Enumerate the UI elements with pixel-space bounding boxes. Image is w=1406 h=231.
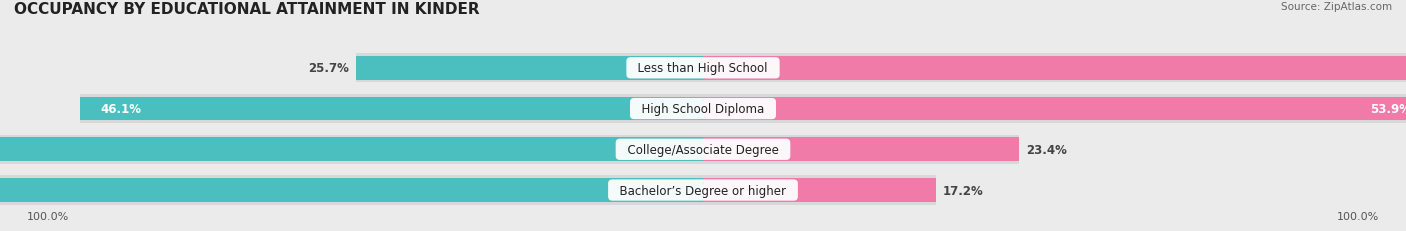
Text: 17.2%: 17.2% (942, 184, 983, 197)
Bar (703, 138, 1019, 161)
Bar (80, 97, 703, 121)
Bar (703, 57, 1406, 80)
Bar (80, 94, 1406, 124)
Text: Bachelor’s Degree or higher: Bachelor’s Degree or higher (612, 184, 794, 197)
Bar (703, 97, 1406, 121)
Text: 23.4%: 23.4% (1026, 143, 1067, 156)
Bar (356, 57, 703, 80)
Text: Source: ZipAtlas.com: Source: ZipAtlas.com (1281, 2, 1392, 12)
Text: Less than High School: Less than High School (630, 62, 776, 75)
Text: 25.7%: 25.7% (308, 62, 349, 75)
Text: 53.9%: 53.9% (1371, 103, 1406, 116)
Text: 100.0%: 100.0% (27, 211, 69, 221)
Bar (0, 138, 703, 161)
Text: 100.0%: 100.0% (1337, 211, 1379, 221)
Text: College/Associate Degree: College/Associate Degree (620, 143, 786, 156)
Text: High School Diploma: High School Diploma (634, 103, 772, 116)
Bar (0, 176, 935, 205)
Bar (356, 54, 1406, 83)
Text: 46.1%: 46.1% (100, 103, 141, 116)
Text: OCCUPANCY BY EDUCATIONAL ATTAINMENT IN KINDER: OCCUPANCY BY EDUCATIONAL ATTAINMENT IN K… (14, 2, 479, 17)
Bar (0, 135, 1019, 164)
Bar (703, 178, 935, 202)
Bar (0, 178, 703, 202)
